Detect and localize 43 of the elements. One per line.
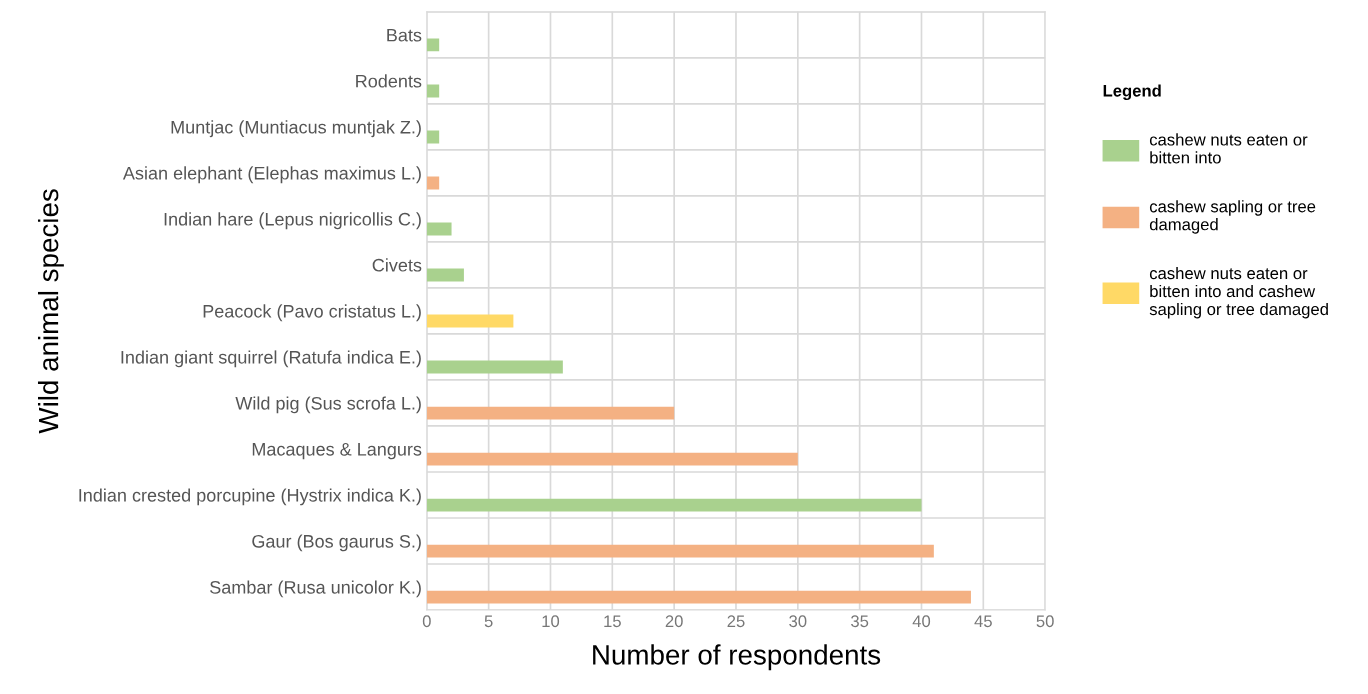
x-tick-label: 10	[542, 615, 560, 628]
legend-label: cashew nuts eaten or bitten into	[1149, 133, 1308, 164]
y-tick-label: Peacock (Pavo cristatus L.)	[203, 304, 421, 322]
bar	[426, 590, 971, 604]
y-axis-title: Wild animal species	[37, 189, 64, 434]
bar	[426, 544, 934, 558]
legend-label: cashew nuts eaten or bitten into and cashew sapling or tree damaged	[1149, 266, 1328, 319]
y-tick-label: Gaur (Bos gaurus S.)	[252, 534, 421, 552]
bar	[426, 38, 440, 52]
y-tick-label: Muntjac (Muntiacus muntjak Z.)	[171, 120, 421, 138]
bar	[426, 130, 440, 144]
x-tick-label: 15	[604, 615, 621, 628]
x-tick-label: 25	[727, 615, 745, 628]
x-tick-label: 20	[665, 615, 683, 628]
legend-title: Legend	[1103, 84, 1161, 101]
x-tick-label: 45	[974, 615, 992, 628]
y-tick-label: Civets	[372, 258, 422, 272]
y-tick-label: Rodents	[356, 74, 422, 88]
bar	[426, 452, 798, 466]
bar	[426, 314, 514, 328]
bar	[426, 84, 440, 98]
x-tick-label: 50	[1036, 615, 1054, 628]
bar	[426, 498, 922, 512]
bar	[426, 176, 440, 190]
x-tick-label: 40	[912, 615, 931, 628]
x-tick-label: 30	[789, 615, 807, 628]
y-tick-label: Macaques & Langurs	[252, 443, 422, 460]
legend-label: cashew sapling or tree damaged	[1149, 200, 1316, 234]
y-tick-label: Indian hare (Lepus nigricollis C.)	[164, 212, 421, 230]
x-axis-title: Number of respondents	[593, 644, 881, 671]
bar	[426, 222, 452, 236]
y-tick-label: Sambar (Rusa unicolor K.)	[210, 580, 421, 598]
y-tick-label: Bats	[387, 28, 422, 42]
bar	[426, 268, 464, 282]
x-tick-label: 35	[851, 615, 869, 628]
y-tick-label: Indian crested porcupine (Hystrix indica K.)	[79, 488, 421, 506]
x-tick-label: 0	[422, 615, 431, 628]
x-tick-label: 5	[484, 615, 493, 628]
bar	[426, 360, 563, 374]
y-tick-label: Asian elephant (Elephas maximus L.)	[122, 166, 421, 184]
bar	[426, 406, 675, 420]
y-tick-label: Wild pig (Sus scrofa L.)	[235, 396, 421, 414]
y-tick-label: Indian giant squirrel (Ratufa indica E.)	[121, 350, 421, 368]
